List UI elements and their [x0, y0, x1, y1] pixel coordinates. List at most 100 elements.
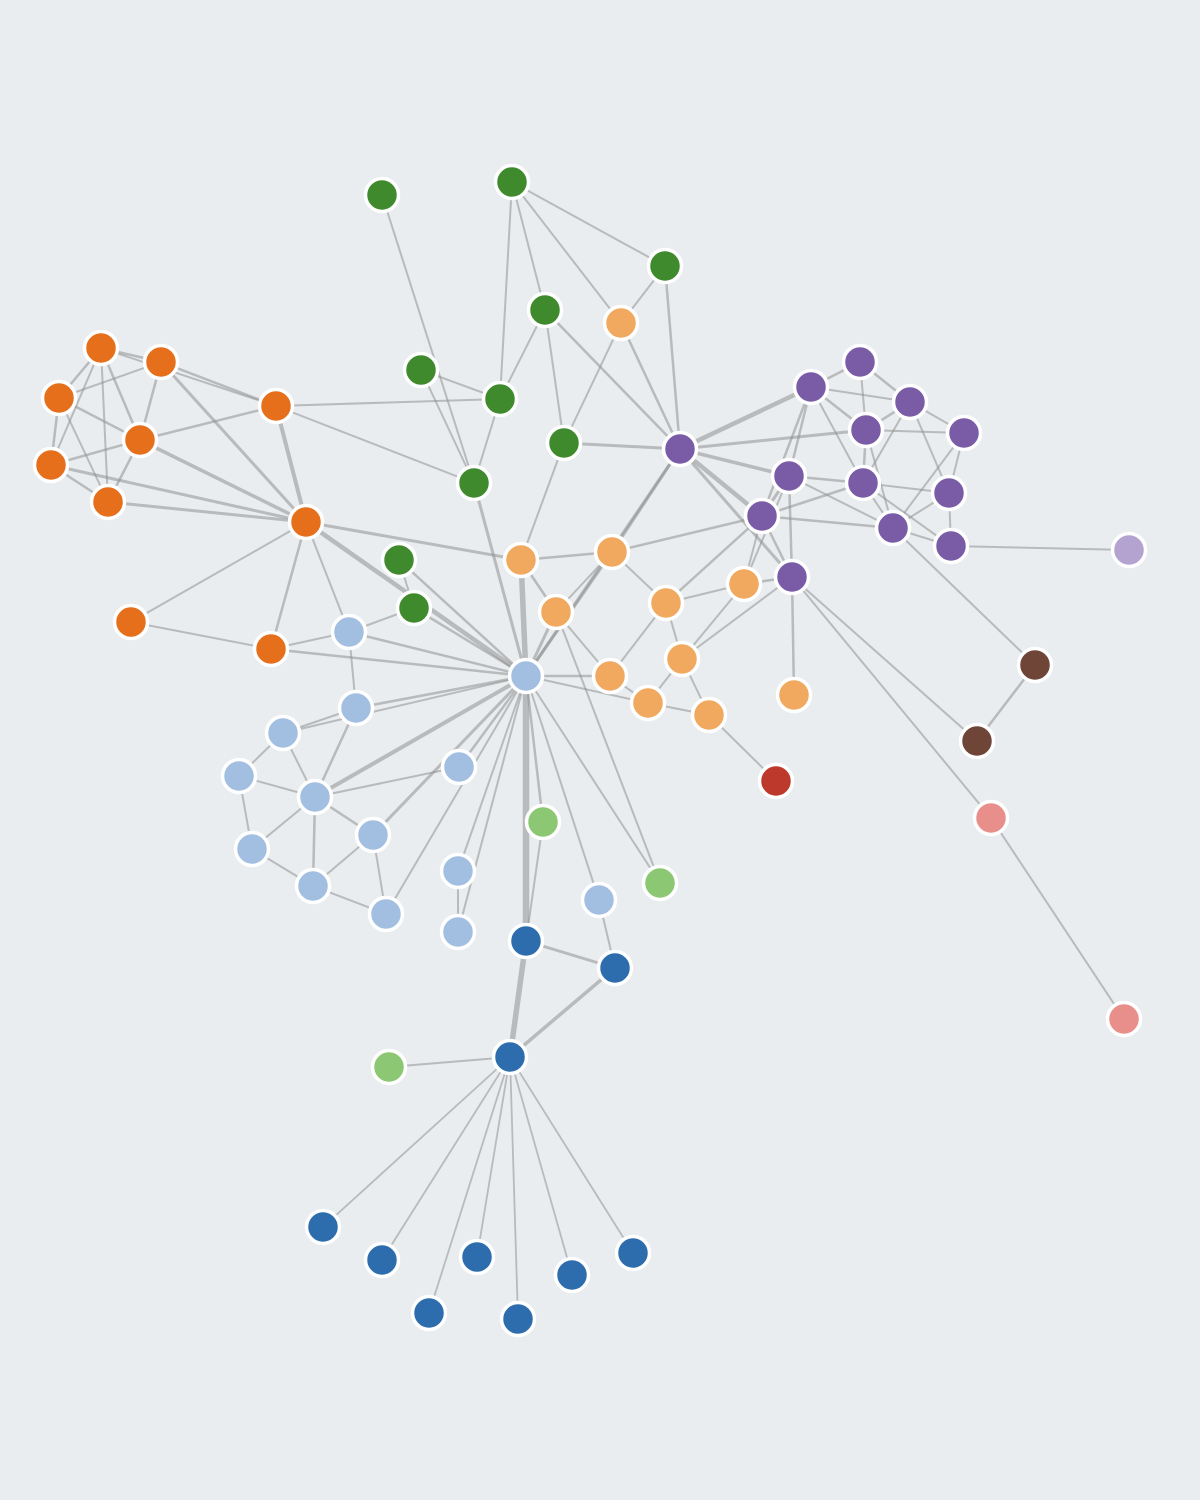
graph-node[interactable] — [142, 343, 180, 381]
graph-node[interactable] — [112, 603, 150, 641]
graph-node[interactable] — [287, 503, 325, 541]
graph-edge — [563, 322, 622, 444]
graph-node[interactable] — [614, 1234, 652, 1272]
graph-node[interactable] — [252, 630, 290, 668]
graph-node[interactable] — [841, 343, 879, 381]
graph-node[interactable] — [743, 497, 781, 535]
graph-node[interactable] — [337, 689, 375, 727]
graph-edge — [520, 442, 565, 561]
graph-node[interactable] — [580, 881, 618, 919]
graph-node[interactable] — [402, 351, 440, 389]
graph-node[interactable] — [545, 424, 583, 462]
graph-node[interactable] — [304, 1208, 342, 1246]
graph-node[interactable] — [439, 913, 477, 951]
graph-edge — [160, 360, 277, 408]
graph-node[interactable] — [363, 1241, 401, 1279]
graph-edge — [499, 181, 513, 400]
graph-edge — [472, 482, 528, 677]
graph-node[interactable] — [493, 163, 531, 201]
graph-edge — [509, 1056, 573, 1276]
graph-edge — [282, 675, 527, 734]
graph-node[interactable] — [507, 922, 545, 960]
graph-node[interactable] — [458, 1238, 496, 1276]
graph-node[interactable] — [725, 565, 763, 603]
graph-edge — [610, 448, 682, 553]
graph-node[interactable] — [526, 291, 564, 329]
graph-node[interactable] — [82, 329, 120, 367]
graph-node[interactable] — [690, 696, 728, 734]
graph-node[interactable] — [773, 558, 811, 596]
graph-edge — [269, 521, 308, 650]
graph-node[interactable] — [354, 816, 392, 854]
graph-node[interactable] — [439, 852, 477, 890]
graph-node[interactable] — [891, 383, 929, 421]
graph-node[interactable] — [502, 541, 540, 579]
graph-node[interactable] — [1105, 1000, 1143, 1038]
graph-edge — [275, 398, 501, 407]
graph-node[interactable] — [593, 533, 631, 571]
graph-edge — [314, 766, 460, 798]
graph-node[interactable] — [932, 527, 970, 565]
graph-node[interactable] — [233, 830, 271, 868]
graph-node[interactable] — [596, 949, 634, 987]
graph-node[interactable] — [220, 757, 258, 795]
graph-node[interactable] — [629, 684, 667, 722]
graph-edge — [511, 181, 622, 324]
graph-node[interactable] — [553, 1256, 591, 1294]
graph-node[interactable] — [294, 867, 332, 905]
graph-node[interactable] — [455, 464, 493, 502]
graph-node[interactable] — [775, 676, 813, 714]
graph-node[interactable] — [945, 414, 983, 452]
graph-node[interactable] — [40, 379, 78, 417]
graph-node[interactable] — [844, 464, 882, 502]
graph-node[interactable] — [847, 411, 885, 449]
graph-node[interactable] — [257, 387, 295, 425]
graph-node[interactable] — [481, 380, 519, 418]
graph-edge — [760, 386, 813, 517]
graph-node[interactable] — [89, 483, 127, 521]
graph-node[interactable] — [121, 421, 159, 459]
graph-edge — [611, 514, 763, 554]
graph-edge — [50, 463, 307, 524]
graph-node[interactable] — [770, 457, 808, 495]
graph-node[interactable] — [491, 1038, 529, 1076]
graph-node[interactable] — [661, 430, 699, 468]
graph-node[interactable] — [380, 541, 418, 579]
graph-node[interactable] — [591, 657, 629, 695]
graph-edge — [275, 405, 475, 484]
graph-node[interactable] — [1110, 531, 1148, 569]
graph-node[interactable] — [296, 778, 334, 816]
graph-node[interactable] — [757, 762, 795, 800]
graph-node[interactable] — [1016, 646, 1054, 684]
node-layer — [32, 163, 1148, 1338]
graph-node[interactable] — [32, 446, 70, 484]
graph-node[interactable] — [602, 304, 640, 342]
graph-node[interactable] — [792, 368, 830, 406]
graph-edge — [990, 817, 1125, 1020]
graph-node[interactable] — [507, 657, 545, 695]
graph-edge — [457, 675, 527, 933]
graph-node[interactable] — [440, 748, 478, 786]
graph-node[interactable] — [972, 799, 1010, 837]
graph-node[interactable] — [641, 864, 679, 902]
graph-node[interactable] — [930, 474, 968, 512]
graph-node[interactable] — [958, 722, 996, 760]
graph-node[interactable] — [264, 714, 302, 752]
graph-node[interactable] — [874, 509, 912, 547]
graph-node[interactable] — [330, 613, 368, 651]
graph-node[interactable] — [524, 803, 562, 841]
graph-node[interactable] — [537, 593, 575, 631]
graph-node[interactable] — [646, 247, 684, 285]
graph-node[interactable] — [647, 584, 685, 622]
graph-edge — [555, 611, 661, 884]
graph-edge — [270, 647, 527, 678]
graph-edge — [476, 1056, 511, 1258]
graph-node[interactable] — [410, 1294, 448, 1332]
graph-node[interactable] — [363, 176, 401, 214]
graph-node[interactable] — [663, 640, 701, 678]
graph-node[interactable] — [370, 1048, 408, 1086]
graph-node[interactable] — [499, 1300, 537, 1338]
graph-node[interactable] — [395, 589, 433, 627]
graph-node[interactable] — [367, 895, 405, 933]
